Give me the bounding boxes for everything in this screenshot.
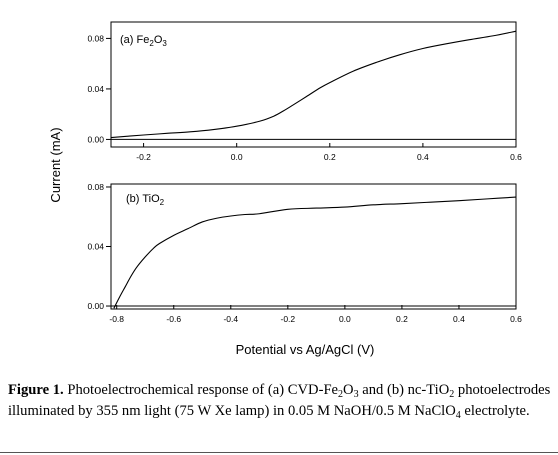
panel-b-material-sub1: 2: [160, 198, 165, 207]
panel-b-y-tick-label: 0.08: [87, 182, 104, 192]
panel-b-label-prefix: (b): [126, 193, 139, 205]
caption-sub-2: 3: [353, 389, 359, 400]
panel-b-y-tick-label: 0.00: [87, 301, 104, 311]
panel-a-x-tick-label: 0.0: [231, 152, 243, 162]
caption-text-1: Photoelectrochemical response of (a) CVD…: [67, 382, 339, 398]
figure-chart: -0.2 0.0 0.2 0.4 0.60.000.040.08 (a) Fe2O3 -…: [48, 21, 522, 357]
caption-sub-1: 2: [338, 389, 344, 400]
panel-b-x-tick-label: 0.4: [453, 314, 465, 324]
panel-a-material-sub2: 3: [162, 39, 167, 48]
panel-b-x-tick-label: -0.8: [109, 314, 124, 324]
panel-b-x-tick-label: -0.6: [166, 314, 181, 324]
panel-b-x-tick-label: 0.6: [510, 314, 522, 324]
panel-a-y-tick-label: 0.04: [87, 84, 104, 94]
panel-b-label: (b) TiO2: [126, 193, 165, 207]
panel-b-x-tick-label: 0.2: [396, 314, 408, 324]
panel-a-label: (a) Fe2O3: [120, 34, 167, 48]
panel-a-plot: -0.2 0.0 0.2 0.4 0.6 0.00 0.04 0.08 (a) Fe2O3: [87, 21, 522, 162]
panel-a-frame: [110, 21, 517, 148]
panel-a-material: Fe: [137, 34, 150, 46]
panel-b-x-tick-label: -0.2: [281, 314, 296, 324]
panel-a-x-tick-label: 0.2: [324, 152, 336, 162]
panel-a-material-sub1: 2: [149, 39, 154, 48]
caption-figure-label: Figure 1.: [8, 382, 64, 398]
panel-a-ticks: -0.2 0.0 0.2 0.4 0.6 0.00 0.04 0.08: [87, 33, 522, 162]
panel-a-material-part2: O: [154, 34, 163, 46]
figure-caption: Figure 1. Photoelectrochemical response …: [8, 380, 553, 422]
y-axis-title: Current (mA): [48, 127, 63, 202]
panel-a-current-curve: [110, 30, 517, 139]
panel-b-frame: [110, 183, 517, 310]
caption-sub-3: 2: [449, 389, 455, 400]
caption-text-3: and (b) nc-TiO: [358, 382, 450, 398]
bottom-rule: [0, 452, 558, 453]
x-axis-title: Potential vs Ag/AgCl (V): [236, 342, 375, 357]
caption-text-2: O: [343, 382, 354, 398]
panel-b-ticks: -0.8 -0.6 -0.4 -0.2 0.0 0.2 0.4 0.6 0.00 0.04 0.08: [87, 182, 522, 324]
panel-a-y-tick-label: 0.00: [87, 134, 104, 144]
panel-b-material: TiO: [142, 193, 160, 205]
panel-b-y-tick-label: 0.04: [87, 242, 104, 252]
caption-text-5: electrolyte.: [460, 403, 530, 419]
caption-sub-4: 4: [455, 410, 461, 421]
panel-b-plot: -0.8 -0.6 -0.4 -0.2 0.0 0.2 0.4 0.6 0.00 0.04 0.08…: [87, 182, 522, 324]
panel-a-label-prefix: (a): [120, 34, 133, 46]
panel-b-x-tick-label: 0.0: [339, 314, 351, 324]
panel-a-x-tick-label: 0.6: [510, 152, 522, 162]
panel-a-y-tick-label: 0.08: [87, 33, 104, 43]
panel-a-x-tick-label: -0.2: [136, 152, 151, 162]
panel-a-x-tick-label: 0.4: [417, 152, 429, 162]
caption-text-4: photoelectrodes illuminated by 355 nm li…: [8, 382, 551, 419]
panel-b-current-curve: [113, 196, 517, 309]
panel-b-x-tick-label: -0.4: [223, 314, 238, 324]
